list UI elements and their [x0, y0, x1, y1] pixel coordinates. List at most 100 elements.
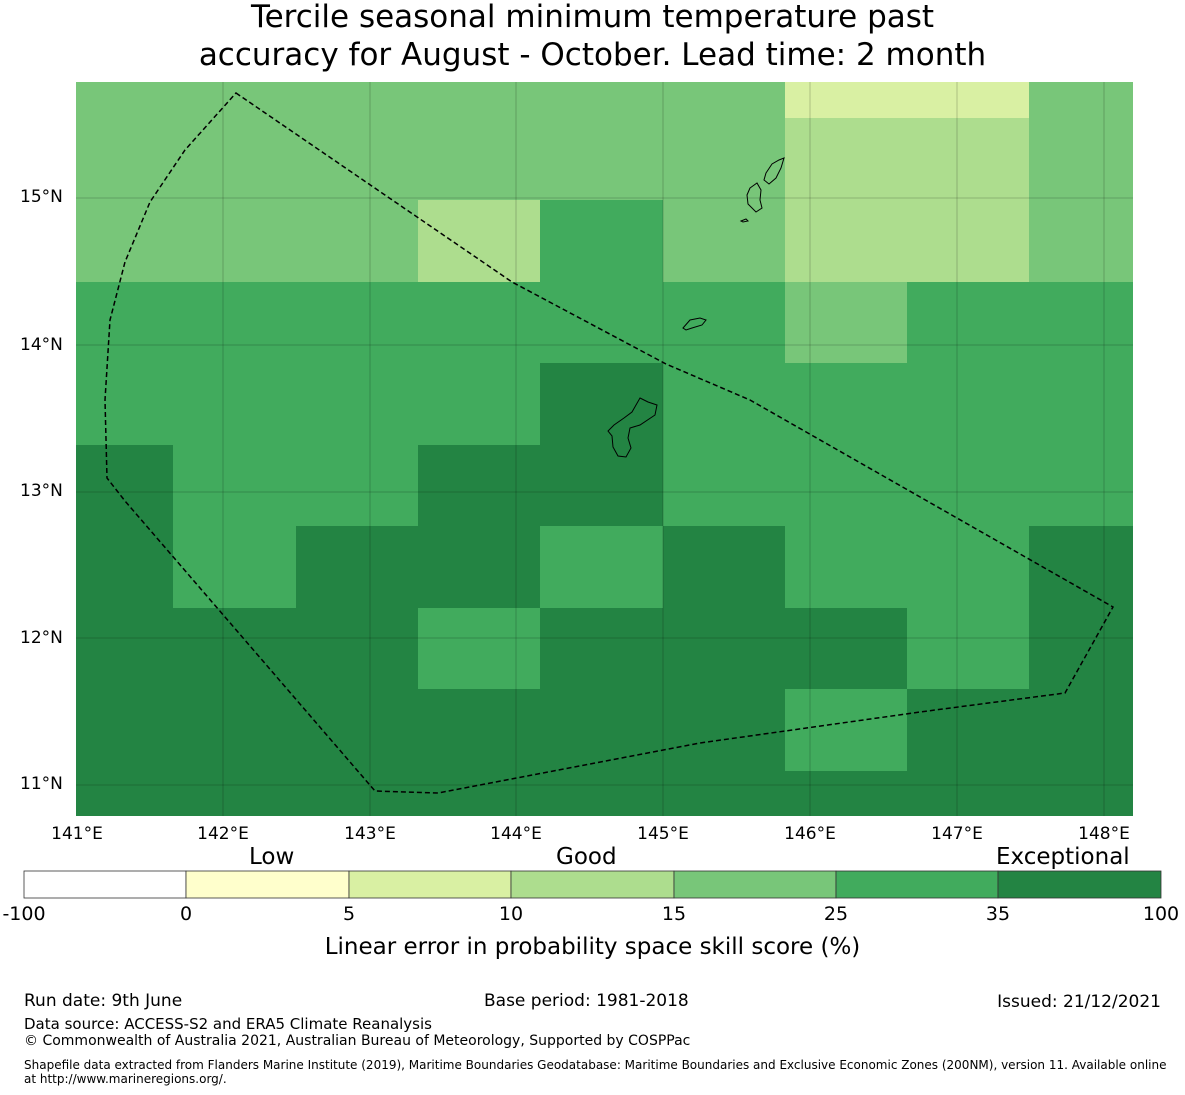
- grid-cell: [296, 200, 418, 282]
- colorbar-tick: 25: [823, 903, 849, 925]
- grid-cell: [76, 445, 173, 526]
- grid-cell: [907, 608, 1029, 689]
- grid-cell: [418, 771, 540, 816]
- grid-cell: [663, 689, 785, 771]
- grid-cell: [173, 363, 296, 445]
- rota-island: [682, 317, 707, 331]
- lat-label-13n: 13°N: [20, 481, 63, 501]
- grid-cell: [296, 526, 418, 608]
- grid-cell: [907, 82, 1029, 118]
- grid-cell: [663, 771, 785, 816]
- grid-cell: [907, 689, 1029, 771]
- grid-cell: [296, 82, 418, 118]
- grid-cell: [1029, 771, 1133, 816]
- grid-cell: [785, 200, 907, 282]
- grid-cell: [173, 282, 296, 363]
- shapefile-credit-line-2: at http://www.marineregions.org/.: [24, 1072, 227, 1086]
- grid-cell: [785, 689, 907, 771]
- lat-label-11n: 11°N: [20, 774, 63, 794]
- grid-cell: [785, 363, 907, 445]
- grid-cell: [540, 689, 663, 771]
- grid-cell: [540, 118, 663, 200]
- map-title-line-1: Tercile seasonal minimum temperature pas…: [250, 0, 935, 35]
- shapefile-credit-line-1: Shapefile data extracted from Flanders M…: [24, 1058, 1167, 1072]
- grid-cell: [418, 282, 540, 363]
- grid-cell: [1029, 689, 1133, 771]
- grid-cell: [907, 445, 1029, 526]
- grid-cell: [173, 526, 296, 608]
- lon-label-141e: 141°E: [51, 824, 103, 844]
- lon-label-145e: 145°E: [637, 824, 689, 844]
- grid-cell: [76, 363, 173, 445]
- grid-cell: [76, 82, 173, 118]
- saipan-island: [763, 157, 785, 185]
- grid-cell: [785, 771, 907, 816]
- grid-cell: [296, 445, 418, 526]
- grid-cell: [540, 282, 663, 363]
- grid-cell: [418, 689, 540, 771]
- grid-cell: [1029, 608, 1133, 689]
- colorbar-tick: 35: [985, 903, 1011, 925]
- grid-cell: [907, 282, 1029, 363]
- grid-cell: [76, 689, 173, 771]
- grid-cell: [785, 282, 907, 363]
- colorbar-segment: [835, 870, 999, 899]
- grid-cell: [785, 445, 907, 526]
- data-source: Data source: ACCESS-S2 and ERA5 Climate …: [24, 1015, 432, 1033]
- grid-cell: [540, 363, 663, 445]
- lon-label-148e: 148°E: [1078, 824, 1130, 844]
- grid-cell: [663, 282, 785, 363]
- grid-cell: [907, 526, 1029, 608]
- grid-cell: [76, 771, 173, 816]
- grid-cell: [540, 771, 663, 816]
- grid-cell: [1029, 526, 1133, 608]
- guam-island: [607, 397, 658, 458]
- skill-grid-cells: [76, 82, 1133, 816]
- grid-cell: [76, 526, 173, 608]
- grid-cell: [785, 82, 907, 118]
- colorbar-segment: [185, 870, 350, 899]
- grid-cell: [296, 771, 418, 816]
- grid-cell: [418, 118, 540, 200]
- grid-cell: [1029, 282, 1133, 363]
- colorbar-segment: [510, 870, 675, 899]
- colorbar-segment: [673, 870, 837, 899]
- grid-cell: [540, 200, 663, 282]
- grid-cell: [418, 445, 540, 526]
- grid-cell: [663, 363, 785, 445]
- colorbar-tick: 5: [342, 903, 356, 925]
- category-good: Good: [556, 844, 617, 870]
- grid-cell: [540, 608, 663, 689]
- grid-cell: [540, 82, 663, 118]
- grid-cell: [418, 363, 540, 445]
- lat-label-12n: 12°N: [20, 628, 63, 648]
- lat-label-15n: 15°N: [20, 187, 63, 207]
- grid-cell: [296, 689, 418, 771]
- grid-cell: [785, 608, 907, 689]
- grid-cell: [663, 200, 785, 282]
- grid-cell: [76, 118, 173, 200]
- run-date: Run date: 9th June: [24, 991, 183, 1011]
- grid-cell: [907, 200, 1029, 282]
- lon-label-146e: 146°E: [784, 824, 836, 844]
- grid-cell: [76, 200, 173, 282]
- grid-cell: [663, 445, 785, 526]
- grid-cell: [663, 526, 785, 608]
- grid-cell: [785, 118, 907, 200]
- grid-cell: [296, 118, 418, 200]
- lat-label-14n: 14°N: [20, 335, 63, 355]
- colorbar: [23, 870, 1162, 899]
- grid-cell: [76, 608, 173, 689]
- grid-cell: [296, 363, 418, 445]
- grid-cell: [540, 526, 663, 608]
- base-period: Base period: 1981-2018: [484, 991, 689, 1011]
- lon-label-143e: 143°E: [344, 824, 396, 844]
- grid-cell: [296, 608, 418, 689]
- colorbar-tick: 15: [661, 903, 687, 925]
- graticule-lines: [76, 82, 1133, 816]
- eez-boundary: [104, 92, 1115, 794]
- grid-cell: [663, 82, 785, 118]
- lon-label-142e: 142°E: [197, 824, 249, 844]
- grid-cell: [418, 608, 540, 689]
- lon-label-147e: 147°E: [931, 824, 983, 844]
